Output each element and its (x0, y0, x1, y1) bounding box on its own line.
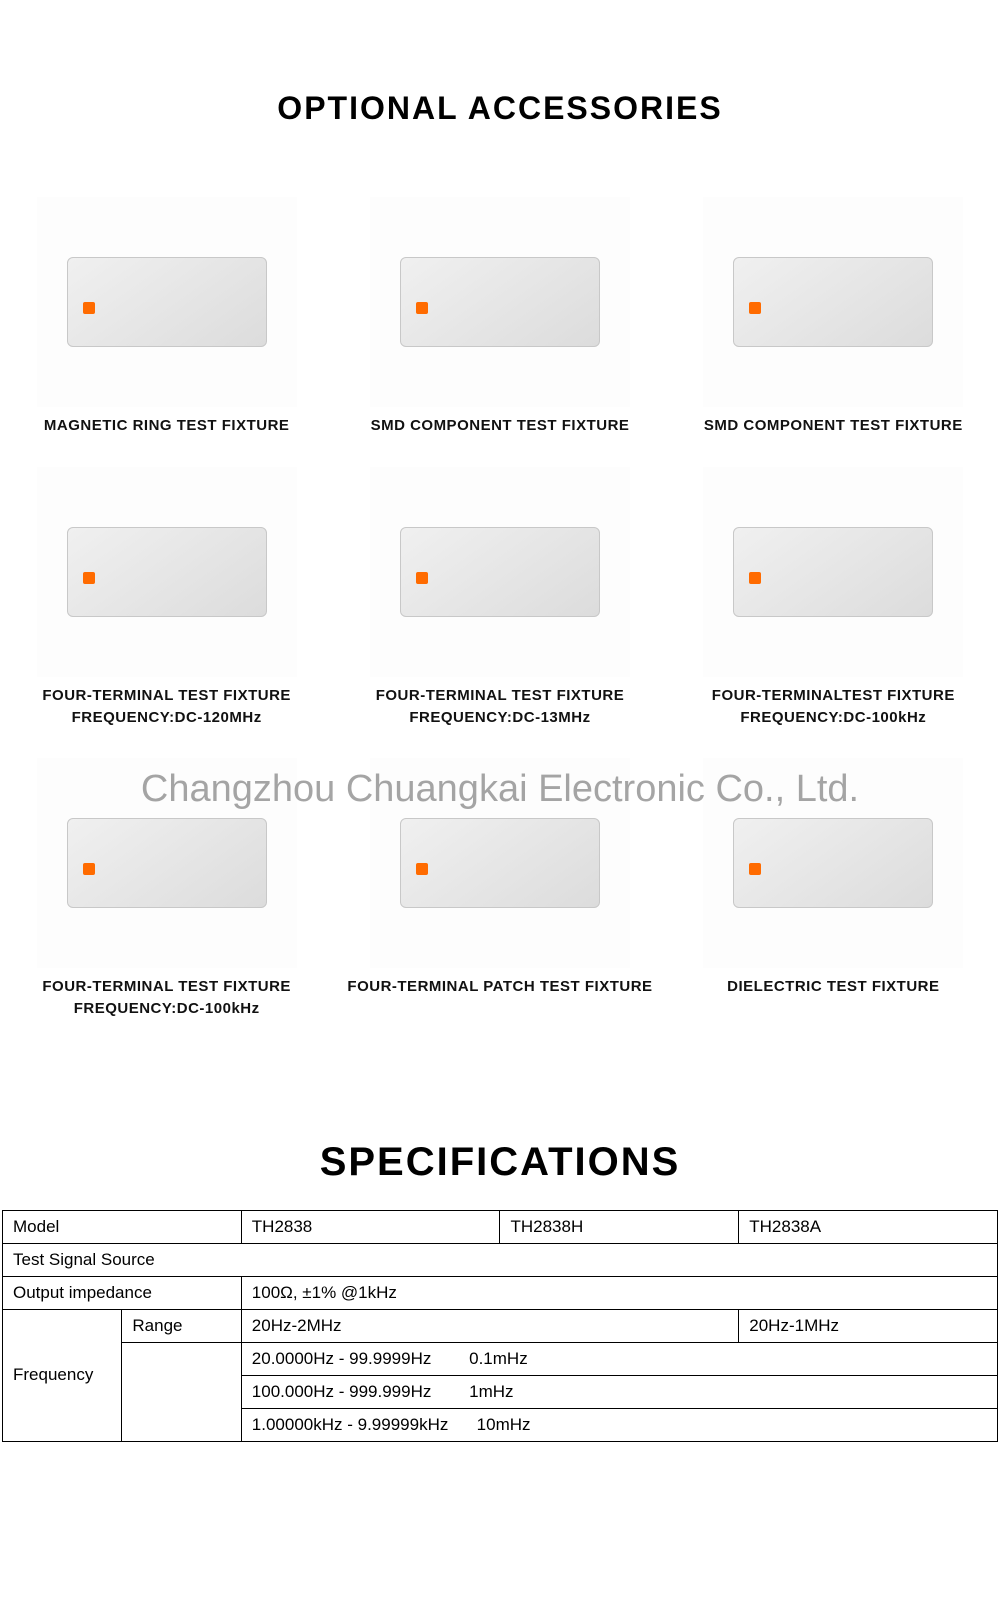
table-row: 20.0000Hz - 99.9999Hz 0.1mHz (3, 1342, 998, 1375)
table-row: ModelTH2838TH2838HTH2838A (3, 1210, 998, 1243)
accessory-card: FOUR-TERMINAL TEST FIXTUREFREQUENCY:DC-1… (343, 467, 656, 729)
table-cell: Test Signal Source (3, 1243, 998, 1276)
table-cell: 20Hz-1MHz (739, 1309, 998, 1342)
accessory-caption: FOUR-TERMINAL PATCH TEST FIXTURE (347, 976, 652, 998)
table-cell: 100Ω, ±1% @1kHz (241, 1276, 997, 1309)
accessory-card: DIELECTRIC TEST FIXTURE (677, 758, 990, 1020)
table-cell: TH2838A (739, 1210, 998, 1243)
accessory-caption: SMD COMPONENT TEST FIXTURE (371, 415, 630, 437)
accessories-grid: MAGNETIC RING TEST FIXTURE SMD COMPONENT … (0, 197, 1000, 1020)
accessory-card: FOUR-TERMINAL PATCH TEST FIXTURE (343, 758, 656, 1020)
accessory-image (370, 467, 630, 677)
accessory-image (37, 758, 297, 968)
accessory-image (703, 197, 963, 407)
accessory-card: SMD COMPONENT TEST FIXTURE (677, 197, 990, 437)
table-cell (122, 1342, 241, 1441)
accessory-card: SMD COMPONENT TEST FIXTURE (343, 197, 656, 437)
accessory-image (37, 197, 297, 407)
accessory-image (703, 758, 963, 968)
accessory-caption: FOUR-TERMINALTEST FIXTUREFREQUENCY:DC-10… (712, 685, 955, 729)
accessory-caption: FOUR-TERMINAL TEST FIXTUREFREQUENCY:DC-1… (42, 976, 291, 1020)
specifications-heading: SPECIFICATIONS (0, 1140, 1000, 1185)
accessories-heading: OPTIONAL ACCESSORIES (0, 90, 1000, 127)
table-cell: TH2838H (500, 1210, 739, 1243)
table-cell: 20Hz-2MHz (241, 1309, 738, 1342)
accessory-card: FOUR-TERMINAL TEST FIXTUREFREQUENCY:DC-1… (10, 758, 323, 1020)
table-cell: Output impedance (3, 1276, 242, 1309)
spec-table: ModelTH2838TH2838HTH2838ATest Signal Sou… (2, 1210, 998, 1442)
accessory-image (370, 758, 630, 968)
table-row: FrequencyRange20Hz-2MHz20Hz-1MHz (3, 1309, 998, 1342)
table-row: Output impedance100Ω, ±1% @1kHz (3, 1276, 998, 1309)
table-cell: Range (122, 1309, 241, 1342)
accessory-caption: SMD COMPONENT TEST FIXTURE (704, 415, 963, 437)
table-cell: Frequency (3, 1309, 122, 1441)
table-cell: 100.000Hz - 999.999Hz 1mHz (241, 1375, 997, 1408)
accessory-caption: DIELECTRIC TEST FIXTURE (727, 976, 939, 998)
table-cell: 1.00000kHz - 9.99999kHz 10mHz (241, 1408, 997, 1441)
table-row: Test Signal Source (3, 1243, 998, 1276)
accessory-card: MAGNETIC RING TEST FIXTURE (10, 197, 323, 437)
accessory-image (370, 197, 630, 407)
accessory-caption: FOUR-TERMINAL TEST FIXTUREFREQUENCY:DC-1… (376, 685, 625, 729)
table-cell: TH2838 (241, 1210, 500, 1243)
accessory-image (37, 467, 297, 677)
accessory-caption: FOUR-TERMINAL TEST FIXTUREFREQUENCY:DC-1… (42, 685, 291, 729)
accessory-card: FOUR-TERMINALTEST FIXTUREFREQUENCY:DC-10… (677, 467, 990, 729)
accessory-card: FOUR-TERMINAL TEST FIXTUREFREQUENCY:DC-1… (10, 467, 323, 729)
table-cell: Model (3, 1210, 242, 1243)
table-cell: 20.0000Hz - 99.9999Hz 0.1mHz (241, 1342, 997, 1375)
accessory-image (703, 467, 963, 677)
accessory-caption: MAGNETIC RING TEST FIXTURE (44, 415, 290, 437)
